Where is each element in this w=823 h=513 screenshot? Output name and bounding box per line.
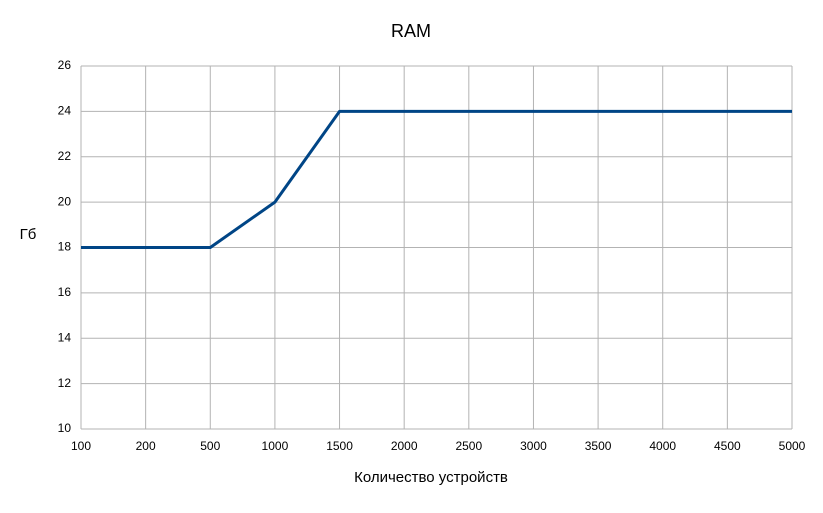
x-tick-label: 4000	[649, 439, 676, 453]
y-tick-label: 16	[58, 285, 72, 299]
y-tick-label: 26	[58, 58, 72, 72]
x-tick-label: 200	[136, 439, 156, 453]
x-tick-label: 2500	[455, 439, 482, 453]
y-tick-label: 14	[58, 330, 72, 344]
y-tick-label: 24	[58, 104, 72, 118]
x-tick-label: 5000	[779, 439, 806, 453]
x-tick-label: 500	[200, 439, 220, 453]
chart-title: RAM	[391, 21, 431, 41]
x-tick-label: 100	[71, 439, 91, 453]
x-axis-label: Количество устройств	[354, 469, 508, 486]
x-tick-label: 2000	[391, 439, 418, 453]
x-tick-label: 1000	[262, 439, 289, 453]
y-tick-label: 10	[58, 421, 72, 435]
x-tick-label: 1500	[326, 439, 353, 453]
y-tick-label: 18	[58, 240, 72, 254]
y-tick-label: 12	[58, 376, 72, 390]
x-tick-label: 4500	[714, 439, 741, 453]
y-tick-label: 20	[58, 194, 72, 208]
x-tick-label: 3500	[585, 439, 612, 453]
x-tick-label: 3000	[520, 439, 547, 453]
y-tick-label: 22	[58, 149, 72, 163]
line-series	[81, 109, 792, 249]
y-axis-label: Гб	[20, 226, 37, 243]
